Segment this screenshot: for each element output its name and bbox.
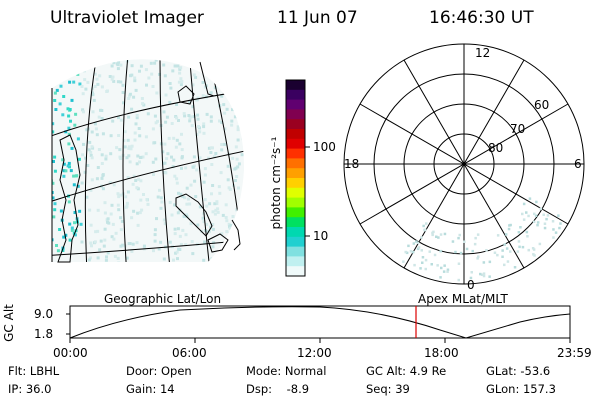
mlt-label-12: 12	[475, 46, 491, 60]
orbit-left-title: Geographic Lat/Lon	[104, 292, 222, 306]
colorbar-swatch	[286, 109, 305, 120]
colorbar-tick-10: 10	[313, 229, 329, 243]
colorbar-tick-100: 100	[313, 140, 336, 154]
colorbar-swatch	[286, 80, 305, 91]
colorbar-swatch	[286, 99, 305, 110]
colorbar	[285, 79, 306, 277]
orbit-y-tick-top: 9.0	[34, 307, 54, 321]
mlat-label-60: 60	[534, 98, 550, 112]
geographic-image	[51, 59, 245, 263]
orbit-x-tick-3: 18:00	[424, 346, 459, 360]
colorbar-swatch	[286, 227, 305, 238]
colorbar-swatch	[286, 207, 305, 218]
colorbar-swatch	[286, 129, 305, 140]
colorbar-swatch	[286, 256, 305, 267]
info-gc-alt: GC Alt: 4.9 Re	[366, 364, 447, 378]
orbit-x-tick-1: 06:00	[172, 346, 207, 360]
colorbar-unit-label: photon cm⁻²s⁻¹	[269, 136, 283, 230]
time-label: 16:46:30 UT	[429, 8, 534, 28]
orbit-x-tick-2: 12:00	[297, 346, 332, 360]
colorbar-swatch	[286, 148, 305, 159]
orbit-x-tick-4: 23:59	[557, 346, 592, 360]
instrument-title: Ultraviolet Imager	[50, 8, 204, 28]
orbit-plot	[66, 305, 571, 343]
mlat-label-80: 80	[488, 141, 504, 155]
colorbar-ticks	[305, 146, 310, 237]
polar-aurora-dots	[402, 197, 562, 282]
colorbar-swatch	[286, 158, 305, 169]
date-label: 11 Jun 07	[277, 8, 358, 28]
colorbar-swatch	[286, 197, 305, 208]
info-glat: GLat: -53.6	[486, 364, 551, 378]
info-seq: Seq: 39	[366, 382, 410, 396]
info-gain: Gain: 14	[126, 382, 175, 396]
orbit-y-tick-bottom: 1.8	[34, 327, 54, 341]
mlt-label-0: 0	[467, 278, 475, 292]
info-mode: Mode: Normal	[246, 364, 327, 378]
graticule	[52, 59, 245, 262]
orbit-x-tick-0: 00:00	[53, 346, 88, 360]
info-door: Door: Open	[126, 364, 192, 378]
colorbar-swatch	[286, 187, 305, 199]
orbit-y-axis-label: GC Alt	[1, 304, 16, 342]
info-dsp: Dsp: -8.9	[246, 382, 310, 396]
colorbar-swatch	[286, 138, 305, 150]
info-ip: IP: 36.0	[8, 382, 52, 396]
colorbar-swatch	[286, 266, 305, 277]
coastlines	[51, 61, 241, 263]
colorbar-swatch	[286, 246, 305, 257]
colorbar-swatch	[286, 236, 305, 248]
colorbar-swatch	[286, 89, 305, 101]
colorbar-frame	[285, 79, 306, 277]
orbit-right-title: Apex MLat/MLT	[418, 292, 508, 306]
mlt-label-18: 18	[344, 157, 360, 171]
info-glon: GLon: 157.3	[486, 382, 556, 396]
colorbar-swatch	[286, 168, 305, 179]
colorbar-swatch	[286, 119, 305, 130]
colorbar-swatch	[286, 217, 305, 228]
polar-grid	[343, 43, 585, 285]
info-filter: Flt: LBHL	[8, 364, 60, 378]
mlt-label-6: 6	[574, 157, 582, 171]
colorbar-swatch	[286, 178, 305, 189]
mlat-label-70: 70	[510, 122, 526, 136]
